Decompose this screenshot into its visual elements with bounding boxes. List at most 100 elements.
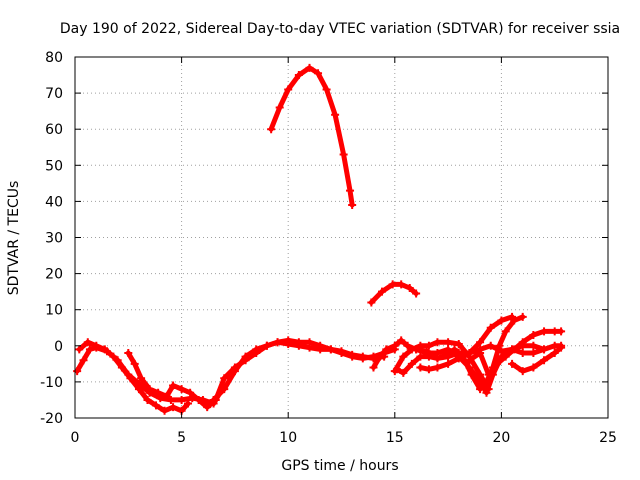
data-point	[284, 339, 293, 348]
data-point	[476, 370, 485, 379]
x-tick-label: 10	[279, 430, 297, 446]
data-point	[540, 345, 549, 354]
data-point	[203, 403, 212, 412]
data-point	[454, 339, 463, 348]
data-point	[166, 395, 175, 404]
data-point	[183, 399, 192, 408]
data-point	[339, 150, 348, 159]
data-point	[252, 345, 261, 354]
data-point	[501, 327, 510, 336]
data-point	[177, 385, 186, 394]
x-tick-label: 15	[386, 430, 404, 446]
series-arc-10	[417, 314, 515, 372]
data-point	[85, 345, 94, 354]
data-point	[275, 103, 284, 112]
data-point	[331, 110, 340, 119]
data-point	[433, 363, 442, 372]
data-point	[305, 63, 314, 72]
data-point	[273, 338, 282, 347]
data-point	[145, 385, 154, 394]
data-series	[73, 63, 566, 415]
data-point	[186, 388, 195, 397]
y-tick-label: 0	[54, 339, 63, 355]
y-tick-label: 20	[45, 267, 63, 283]
chart-title: Day 190 of 2022, Sidereal Day-to-day VTE…	[60, 21, 620, 37]
data-point	[465, 349, 474, 358]
data-point	[369, 363, 378, 372]
data-point	[518, 367, 527, 376]
data-point	[154, 388, 163, 397]
data-point	[486, 341, 495, 350]
data-point	[348, 350, 357, 359]
data-point	[465, 356, 474, 365]
data-point	[444, 359, 453, 368]
data-point	[337, 347, 346, 356]
data-point	[241, 352, 250, 361]
data-point	[484, 385, 493, 394]
data-point	[348, 201, 357, 210]
data-point	[267, 125, 276, 134]
data-point	[375, 352, 384, 361]
data-point	[424, 365, 433, 374]
data-point	[75, 345, 84, 354]
data-point	[557, 327, 566, 336]
data-point	[92, 341, 101, 350]
data-point	[501, 352, 510, 361]
data-point	[529, 349, 538, 358]
x-tick-label: 5	[177, 430, 186, 446]
data-point	[529, 341, 538, 350]
data-point	[508, 312, 517, 321]
data-point	[403, 341, 412, 350]
data-point	[412, 345, 421, 354]
data-point	[152, 401, 161, 410]
data-point	[557, 341, 566, 350]
data-point	[484, 370, 493, 379]
data-point	[454, 349, 463, 358]
data-point	[382, 345, 391, 354]
data-point	[284, 85, 293, 94]
data-point	[550, 349, 559, 358]
data-point	[143, 395, 152, 404]
data-point	[482, 377, 491, 386]
data-point	[529, 363, 538, 372]
data-point	[100, 345, 109, 354]
data-point	[117, 363, 126, 372]
data-point	[399, 368, 408, 377]
data-point	[367, 298, 376, 307]
data-point	[518, 349, 527, 358]
data-point	[126, 374, 135, 383]
grid	[75, 57, 608, 418]
data-point	[388, 280, 397, 289]
data-point	[177, 395, 186, 404]
data-point	[194, 395, 203, 404]
data-point	[316, 345, 325, 354]
data-point	[433, 338, 442, 347]
data-point	[508, 345, 517, 354]
data-point	[497, 347, 506, 356]
data-point	[73, 367, 82, 376]
data-point	[262, 341, 271, 350]
data-point	[134, 385, 143, 394]
data-point	[390, 341, 399, 350]
data-point	[518, 338, 527, 347]
data-point	[444, 352, 453, 361]
data-point	[508, 359, 517, 368]
y-tick-label: -20	[40, 411, 63, 427]
data-point	[346, 186, 355, 195]
x-tick-label: 25	[599, 430, 617, 446]
y-tick-label: 70	[45, 86, 63, 102]
data-point	[476, 345, 485, 354]
data-point	[169, 403, 178, 412]
data-point	[422, 347, 431, 356]
data-point	[322, 85, 331, 94]
y-tick-label: 80	[45, 50, 63, 66]
data-point	[79, 356, 88, 365]
data-point	[230, 367, 239, 376]
y-tick-label: 60	[45, 122, 63, 138]
data-point	[405, 284, 414, 293]
data-point	[397, 280, 406, 289]
data-point	[476, 338, 485, 347]
y-tick-label: 30	[45, 231, 63, 247]
data-point	[540, 356, 549, 365]
